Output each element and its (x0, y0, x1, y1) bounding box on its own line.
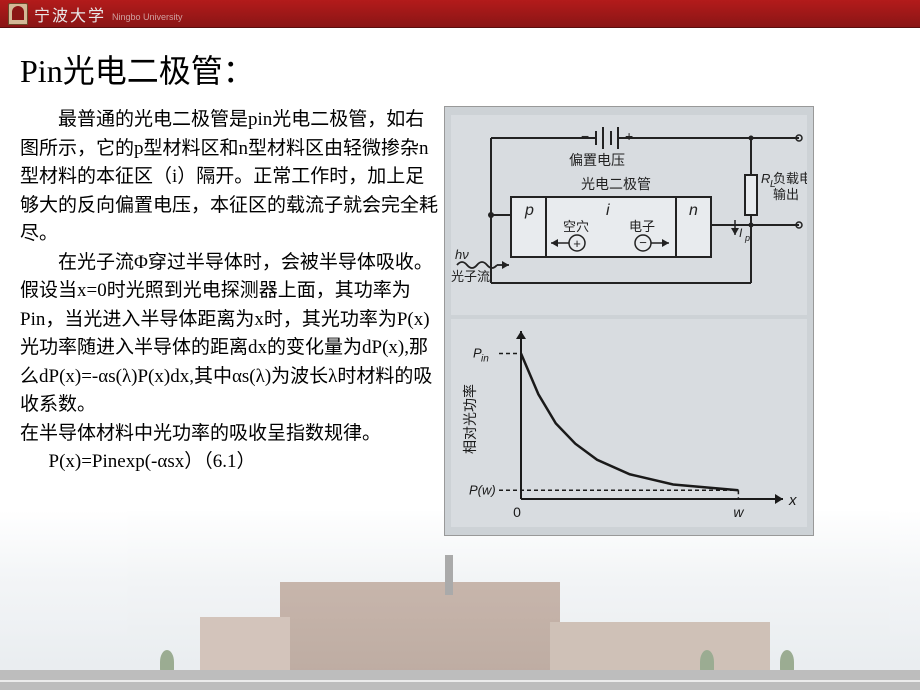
paragraph-2: 在光子流Φ穿过半导体时，会被半导体吸收。假设当x=0时光照到光电探测器上面，其功… (20, 249, 440, 420)
slide-content: Pin光电二极管： 最普通的光电二极管是pin光电二极管，如右图所示，它的p型材… (0, 28, 920, 536)
svg-text:负载电阻: 负载电阻 (773, 171, 807, 186)
header-bar: 宁波大学 Ningbo University (0, 0, 920, 28)
formula: P(x)=Pinexp(-αsx）（6.1） (20, 448, 440, 477)
text-column: 最普通的光电二极管是pin光电二极管，如右图所示，它的p型材料区和n型材料区由轻… (20, 106, 440, 536)
svg-text:−: − (639, 235, 647, 250)
logo-section: 宁波大学 Ningbo University (0, 0, 920, 27)
circuit-diagram: − + 偏置电压 光电二极管 p i (451, 115, 807, 315)
svg-text:R: R (761, 171, 770, 186)
svg-text:n: n (689, 202, 698, 219)
svg-text:x: x (788, 492, 797, 509)
university-logo-icon (8, 3, 28, 25)
svg-text:+: + (573, 236, 581, 251)
power-decay-graph: PinP(w)0wx相对光功率 (451, 319, 807, 527)
paragraph-3: 在半导体材料中光功率的吸收呈指数规律。 (20, 420, 440, 449)
svg-text:p: p (744, 233, 750, 243)
background-illustration (0, 510, 920, 690)
slide-title: Pin光电二极管： (20, 46, 900, 92)
svg-text:+: + (625, 128, 633, 144)
svg-text:hν: hν (455, 247, 469, 262)
paragraph-1: 最普通的光电二极管是pin光电二极管，如右图所示，它的p型材料区和n型材料区由轻… (20, 106, 440, 249)
svg-text:p: p (524, 202, 534, 219)
bias-label: 偏置电压 (569, 152, 625, 168)
svg-text:w: w (733, 504, 744, 520)
svg-text:输出: 输出 (773, 187, 799, 202)
svg-text:相对光功率: 相对光功率 (462, 384, 478, 454)
svg-text:0: 0 (513, 504, 521, 520)
university-name: 宁波大学 (34, 2, 106, 26)
svg-text:in: in (481, 354, 489, 365)
diode-label: 光电二极管 (581, 176, 651, 192)
svg-text:空穴: 空穴 (563, 219, 589, 234)
svg-text:光子流: 光子流 (451, 269, 490, 284)
svg-text:P(w): P(w) (469, 482, 496, 497)
figure-box: − + 偏置电压 光电二极管 p i (444, 106, 814, 536)
figure-column: − + 偏置电压 光电二极管 p i (444, 106, 824, 536)
svg-text:i: i (606, 202, 610, 219)
svg-text:−: − (581, 128, 589, 144)
university-name-en: Ningbo University (112, 12, 183, 22)
svg-text:电子: 电子 (629, 219, 655, 234)
